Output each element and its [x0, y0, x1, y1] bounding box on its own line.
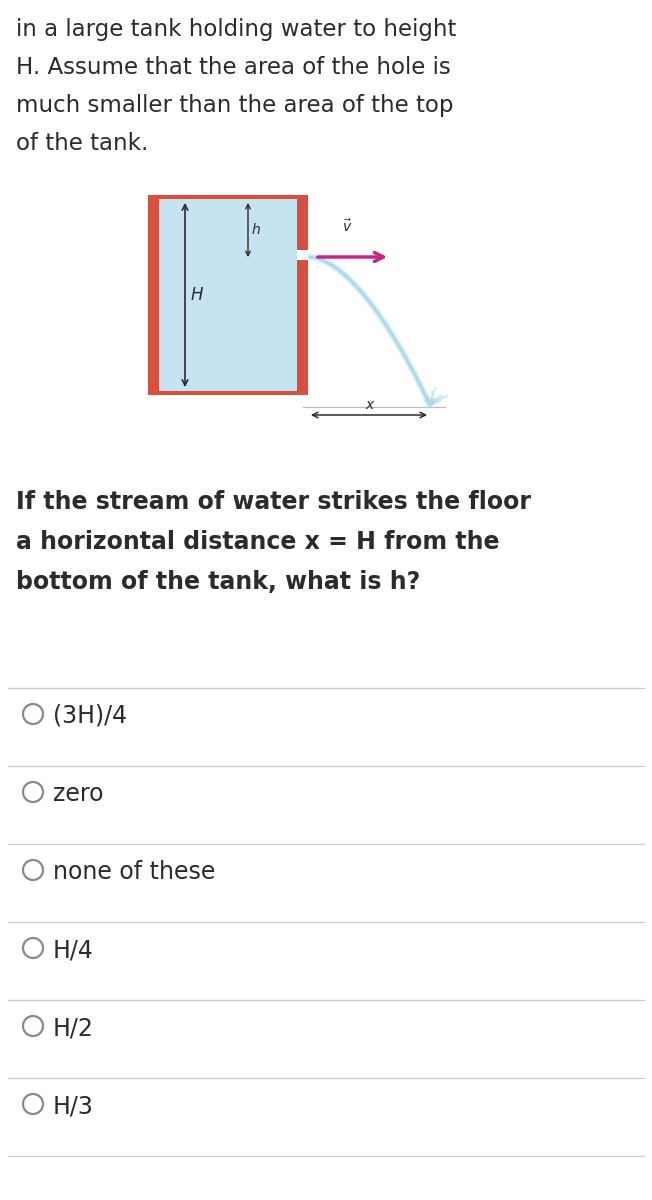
Bar [148, 194, 308, 199]
Bar [297, 194, 308, 250]
Text: If the stream of water strikes the floor: If the stream of water strikes the floor [16, 490, 531, 514]
Text: a horizontal distance x = H from the: a horizontal distance x = H from the [16, 530, 499, 554]
Text: h: h [252, 223, 261, 236]
Text: x: x [365, 398, 373, 412]
Text: much smaller than the area of the top: much smaller than the area of the top [16, 94, 454, 116]
Text: H. Assume that the area of the hole is: H. Assume that the area of the hole is [16, 56, 451, 79]
Text: H/4: H/4 [53, 938, 94, 962]
Bar [297, 260, 308, 395]
Text: H/3: H/3 [53, 1094, 94, 1118]
Text: H/2: H/2 [53, 1016, 94, 1040]
Text: (3H)/4: (3H)/4 [53, 704, 127, 728]
Text: H: H [191, 286, 203, 304]
Text: zero: zero [53, 782, 104, 806]
Text: of the tank.: of the tank. [16, 132, 149, 155]
Bar [148, 194, 159, 395]
Text: bottom of the tank, what is h?: bottom of the tank, what is h? [16, 570, 421, 594]
Text: $\vec{v}$: $\vec{v}$ [342, 218, 353, 235]
Bar [148, 391, 308, 395]
Bar [159, 194, 297, 395]
Text: none of these: none of these [53, 860, 215, 884]
Text: in a large tank holding water to height: in a large tank holding water to height [16, 18, 456, 41]
